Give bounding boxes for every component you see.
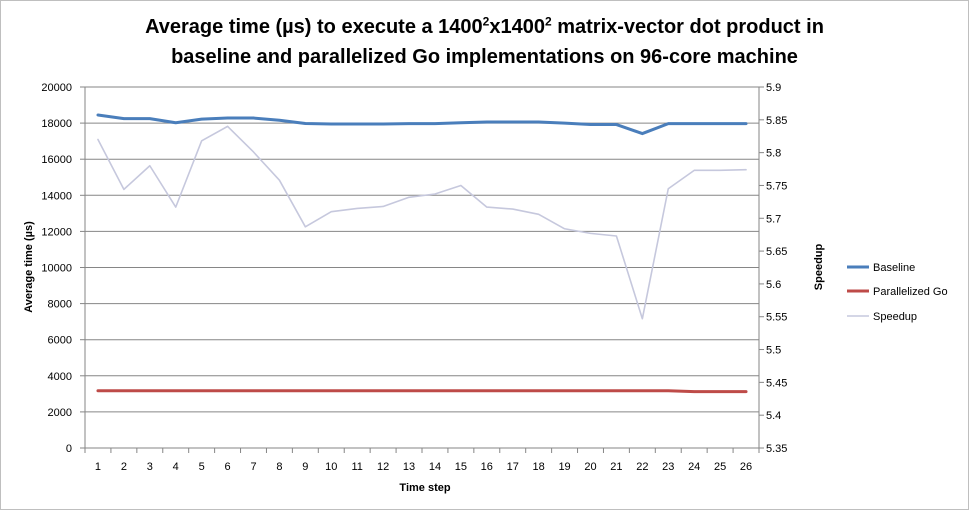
y-tick-label: 0 <box>66 443 72 455</box>
x-tick-labels: 1 2 3 4 5 6 7 8 9 10 11 12 13 14 15 16 17 18 19 20 21 22 23 24 2… <box>84 448 760 473</box>
x-tick-label: 24 <box>688 461 700 473</box>
y2-tick-labels: 5.35 5.4 5.45 5.5 5.55 5.6 5.65 5.7 5.75 5.8 5.85 5… <box>759 82 787 455</box>
x-tick-label: 14 <box>429 461 441 473</box>
x-tick-label: 3 <box>147 461 153 473</box>
y2-tick-label: 5.55 <box>766 312 787 324</box>
y2-tick-label: 5.5 <box>766 345 781 357</box>
x-tick-label: 15 <box>455 461 467 473</box>
x-tick-label: 18 <box>533 461 545 473</box>
y-tick-label: 14000 <box>41 190 72 202</box>
legend-label: Parallelized Go <box>873 286 948 298</box>
series-line-parallelized-go <box>96 389 748 394</box>
x-tick-label: 17 <box>507 461 519 473</box>
x-tick-label: 7 <box>250 461 256 473</box>
y-tick-label: 10000 <box>41 263 72 275</box>
y2-tick-label: 5.75 <box>766 180 787 192</box>
y2-tick-label: 5.4 <box>766 410 781 422</box>
y2-axis-label: Speedup <box>813 243 825 290</box>
x-tick-label: 13 <box>403 461 415 473</box>
y2-tick-label: 5.7 <box>766 213 781 225</box>
x-tick-label: 1 <box>95 461 101 473</box>
x-tick-label: 21 <box>610 461 622 473</box>
legend: Baseline Parallelized Go Speedup <box>847 262 948 323</box>
y-axis-label: Average time (µs) <box>23 221 35 313</box>
gridlines <box>85 86 759 413</box>
y-tick-label: 20000 <box>41 82 72 94</box>
x-tick-label: 22 <box>636 461 648 473</box>
y-tick-label: 2000 <box>48 407 72 419</box>
x-axis-label: Time step <box>399 482 450 494</box>
x-tick-label: 5 <box>199 461 205 473</box>
y2-tick-label: 5.9 <box>766 82 781 94</box>
x-tick-label: 8 <box>276 461 282 473</box>
chart-title-line1: Average time (µs) to execute a 14002x140… <box>145 14 824 38</box>
x-tick-label: 4 <box>173 461 179 473</box>
x-tick-label: 16 <box>481 461 493 473</box>
x-tick-label: 9 <box>302 461 308 473</box>
y-tick-label: 12000 <box>41 226 72 238</box>
y-tick-label: 16000 <box>41 154 72 166</box>
x-tick-label: 20 <box>584 461 596 473</box>
y-tick-label: 18000 <box>41 118 72 130</box>
y2-tick-label: 5.65 <box>766 246 787 258</box>
series-line-speedup <box>97 125 747 320</box>
x-tick-label: 19 <box>558 461 570 473</box>
x-tick-label: 6 <box>225 461 231 473</box>
legend-label: Speedup <box>873 311 917 323</box>
y2-tick-label: 5.6 <box>766 279 781 291</box>
y2-tick-label: 5.35 <box>766 443 787 455</box>
x-tick-label: 11 <box>351 461 362 473</box>
x-tick-label: 12 <box>377 461 389 473</box>
y2-tick-label: 5.8 <box>766 148 781 160</box>
chart-title-line2: baseline and parallelized Go implementat… <box>171 46 798 68</box>
y2-tick-label: 5.45 <box>766 377 787 389</box>
y-tick-label: 4000 <box>48 371 72 383</box>
x-tick-label: 23 <box>662 461 674 473</box>
x-tick-label: 25 <box>714 461 726 473</box>
y-tick-label: 8000 <box>48 299 72 311</box>
series-line-baseline <box>96 113 748 136</box>
series-lines <box>96 113 748 394</box>
y2-tick-label: 5.85 <box>766 115 787 127</box>
y-tick-label: 6000 <box>48 335 72 347</box>
legend-label: Baseline <box>873 262 915 274</box>
x-tick-label: 10 <box>325 461 337 473</box>
x-tick-label: 26 <box>740 461 752 473</box>
y-tick-labels: 0 2000 4000 6000 8000 10000 12000 14000 16000 180… <box>41 82 85 455</box>
x-tick-label: 2 <box>121 461 127 473</box>
